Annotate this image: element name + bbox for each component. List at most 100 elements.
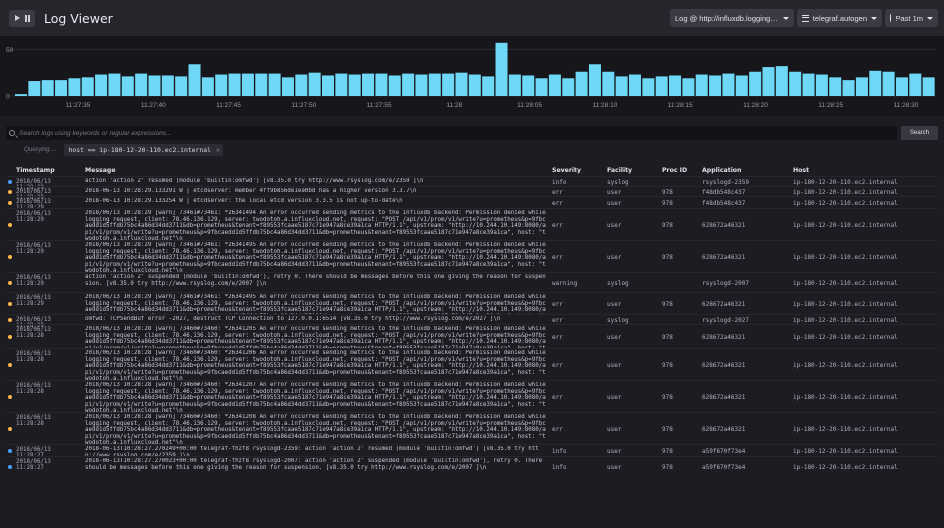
histogram-bar[interactable] xyxy=(695,74,708,96)
histogram-bar[interactable] xyxy=(95,74,108,96)
cell-host[interactable]: ip-180-12-20-110.ec2.internal xyxy=(793,280,898,287)
histogram-bar[interactable] xyxy=(68,78,81,96)
histogram-bar[interactable] xyxy=(669,75,682,96)
histogram-bar[interactable] xyxy=(562,78,575,96)
histogram-bar[interactable] xyxy=(308,72,321,96)
histogram-bar[interactable] xyxy=(388,75,401,96)
cell-host[interactable]: ip-180-12-20-110.ec2.internal xyxy=(793,334,898,341)
histogram-bar[interactable] xyxy=(749,71,762,96)
cell-application[interactable]: f48db548c437 xyxy=(702,200,746,207)
histogram-bar[interactable] xyxy=(575,71,588,96)
histogram-bar[interactable] xyxy=(41,80,54,96)
histogram-bar[interactable] xyxy=(215,74,228,96)
source-dropdown[interactable]: Log @ http://influxdb.logging.svc.cluste… xyxy=(670,9,794,27)
histogram-bar[interactable] xyxy=(241,73,254,96)
histogram-bar[interactable] xyxy=(775,66,788,96)
cell-application[interactable]: rsyslogd-2359 xyxy=(702,179,749,186)
cell-application[interactable]: 628672a46321 xyxy=(702,426,746,433)
histogram-bar[interactable] xyxy=(588,64,601,96)
col-procid[interactable]: Proc ID xyxy=(662,167,688,174)
histogram-bar[interactable] xyxy=(722,73,735,96)
histogram-bar[interactable] xyxy=(535,78,548,96)
histogram-bar[interactable] xyxy=(362,73,375,96)
histogram-bar[interactable] xyxy=(548,74,561,96)
filter-chip[interactable]: host == ip-180-12-20-110.ec2.internal ✕ xyxy=(63,143,223,156)
col-message[interactable]: Message xyxy=(85,167,116,174)
col-severity[interactable]: Severity xyxy=(552,167,582,174)
histogram-bar[interactable] xyxy=(121,76,134,96)
cell-host[interactable]: ip-180-12-20-110.ec2.internal xyxy=(793,222,898,229)
table-row[interactable]: 2018/06/13 11:28:28 2018/06/13 10:28:28 [… xyxy=(6,324,938,349)
histogram-bar[interactable] xyxy=(869,70,882,96)
histogram-bar[interactable] xyxy=(81,77,94,96)
col-application[interactable]: Application xyxy=(702,167,742,174)
table-row[interactable]: 2018/06/13 11:28:29 2018/06/13 10:28:29 [… xyxy=(6,292,938,315)
histogram-bar[interactable] xyxy=(922,77,935,96)
close-icon[interactable]: ✕ xyxy=(215,145,220,154)
cell-host[interactable]: ip-180-12-20-110.ec2.internal xyxy=(793,254,898,261)
cell-application[interactable]: 628672a46321 xyxy=(702,334,746,341)
histogram-bar[interactable] xyxy=(15,94,28,96)
col-timestamp[interactable]: Timestamp xyxy=(16,167,55,174)
col-facility[interactable]: Facility xyxy=(607,167,633,174)
histogram-bar[interactable] xyxy=(629,74,642,96)
histogram-bar[interactable] xyxy=(882,71,895,96)
histogram-bar[interactable] xyxy=(909,73,922,96)
histogram-bar[interactable] xyxy=(415,74,428,96)
table-row[interactable]: 2018/06/13 11:28:29 2018-06-13 10:28:29.1… xyxy=(6,186,938,201)
cell-host[interactable]: ip-180-12-20-110.ec2.internal xyxy=(793,448,898,455)
cell-application[interactable]: rsyslogd-2007 xyxy=(702,280,749,287)
histogram-bar[interactable] xyxy=(335,73,348,96)
table-row[interactable]: 2018/06/13 11:28:29 action 'action 2' sus… xyxy=(6,272,938,292)
cell-application[interactable]: 628672a46321 xyxy=(702,362,746,369)
cell-host[interactable]: ip-180-12-20-110.ec2.internal xyxy=(793,362,898,369)
cell-host[interactable]: ip-180-12-20-110.ec2.internal xyxy=(793,317,898,324)
histogram-bar[interactable] xyxy=(295,74,308,96)
histogram-bar[interactable] xyxy=(135,73,148,96)
histogram-bar[interactable] xyxy=(402,73,415,96)
cell-host[interactable]: ip-180-12-20-110.ec2.internal xyxy=(793,301,898,308)
histogram-bar[interactable] xyxy=(55,80,68,96)
search-button[interactable]: Search xyxy=(901,126,938,140)
histogram-bar[interactable] xyxy=(789,71,802,96)
histogram-bar[interactable] xyxy=(148,75,161,96)
histogram-bar[interactable] xyxy=(161,75,174,96)
cell-application[interactable]: rsyslogd-2027 xyxy=(702,317,749,324)
histogram-bar[interactable] xyxy=(188,64,201,96)
table-row[interactable]: 2018/06/13 11:28:29 2018/06/13 10:28:29 [… xyxy=(6,240,938,273)
col-host[interactable]: Host xyxy=(793,167,810,174)
histogram-bar[interactable] xyxy=(802,73,815,96)
cell-host[interactable]: ip-180-12-20-110.ec2.internal xyxy=(793,179,898,186)
histogram-bar[interactable] xyxy=(615,76,628,96)
play-icon[interactable] xyxy=(14,15,20,21)
table-row[interactable]: 2018/06/13 11:28:29 action 'action 2' res… xyxy=(6,176,938,191)
search-input[interactable] xyxy=(6,126,897,140)
histogram-bar[interactable] xyxy=(428,73,441,96)
cell-host[interactable]: ip-180-12-20-110.ec2.internal xyxy=(793,200,898,207)
histogram-bar[interactable] xyxy=(495,42,508,96)
cell-application[interactable]: a59f670f73e4 xyxy=(702,464,746,471)
histogram-bar[interactable] xyxy=(375,73,388,96)
histogram-bar[interactable] xyxy=(442,73,455,96)
table-row[interactable]: 2018/06/13 11:28:29 2018-06-13 10:28:29.1… xyxy=(6,196,938,211)
table-row[interactable]: 2018/06/13 11:28:29 2018/06/13 10:28:29 [… xyxy=(6,208,938,241)
histogram-bar[interactable] xyxy=(735,75,748,96)
histogram-bar[interactable] xyxy=(655,76,668,96)
cell-host[interactable]: ip-180-12-20-110.ec2.internal xyxy=(793,394,898,401)
histogram-bar[interactable] xyxy=(508,74,521,96)
histogram-bar[interactable] xyxy=(228,73,241,96)
histogram-bar[interactable] xyxy=(762,67,775,96)
histogram-bar[interactable] xyxy=(201,77,214,96)
histogram-bar[interactable] xyxy=(842,80,855,96)
histogram-bar[interactable] xyxy=(815,74,828,96)
cell-application[interactable]: a59f670f73e4 xyxy=(702,448,746,455)
histogram-bar[interactable] xyxy=(322,75,335,96)
cell-application[interactable]: 628672a46321 xyxy=(702,222,746,229)
cell-application[interactable]: 628672a46321 xyxy=(702,254,746,261)
histogram-bar[interactable] xyxy=(348,74,361,96)
histogram-bar[interactable] xyxy=(175,76,188,96)
cell-host[interactable]: ip-180-12-20-110.ec2.internal xyxy=(793,426,898,433)
pause-icon[interactable] xyxy=(24,14,30,22)
histogram-bar[interactable] xyxy=(468,74,481,96)
histogram-bar[interactable] xyxy=(28,81,41,96)
